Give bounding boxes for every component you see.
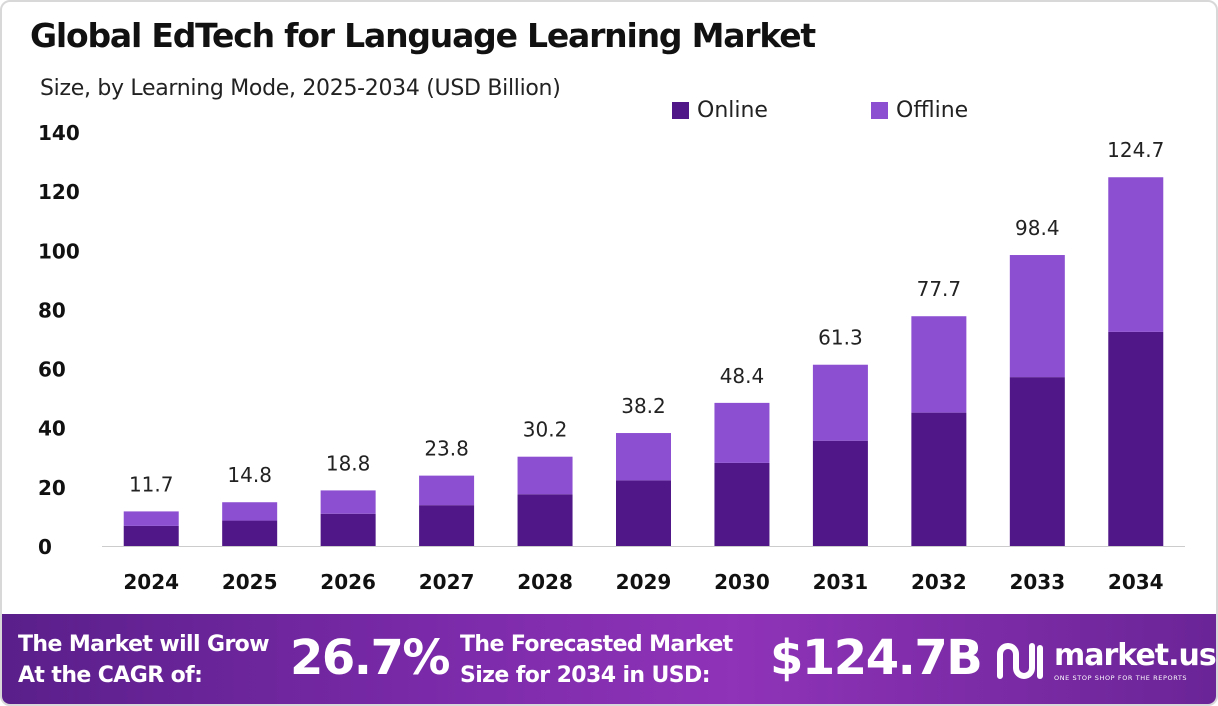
- logo-tagline: ONE STOP SHOP FOR THE REPORTS: [1054, 674, 1188, 682]
- x-tick-label: 2032: [911, 570, 967, 594]
- cagr-label-line1: The Market will Grow: [18, 632, 270, 657]
- x-tick-label: 2031: [813, 570, 869, 594]
- x-tick-label: 2026: [320, 570, 376, 594]
- bar-total-label: 14.8: [227, 463, 272, 487]
- bar-total-label: 124.7: [1107, 138, 1164, 162]
- logo-name: market.us: [1054, 638, 1216, 673]
- y-tick-label: 100: [38, 239, 80, 263]
- cagr-value: 26.7%: [290, 630, 451, 686]
- bar-segment-offline-2027: [419, 475, 475, 506]
- bar-segment-offline-2032: [911, 316, 967, 413]
- legend-item-online: Online: [672, 98, 768, 123]
- x-tick-label: 2030: [714, 570, 770, 594]
- bar-segment-offline-2024: [123, 511, 179, 526]
- legend-item-offline: Offline: [871, 98, 968, 123]
- x-tick-label: 2024: [123, 570, 179, 594]
- bar-total-label: 38.2: [621, 394, 666, 418]
- cagr-label: The Market will Grow At the CAGR of:: [18, 629, 270, 691]
- chart-subtitle: Size, by Learning Mode, 2025-2034 (USD B…: [40, 76, 561, 101]
- bar-total-label: 77.7: [917, 277, 962, 301]
- y-tick-label: 0: [38, 535, 52, 559]
- x-tick-label: 2025: [222, 570, 278, 594]
- bar-segment-offline-2034: [1108, 177, 1164, 332]
- bar-total-label: 11.7: [129, 472, 174, 496]
- summary-banner: The Market will Grow At the CAGR of: 26.…: [2, 614, 1216, 704]
- legend-label-offline: Offline: [896, 98, 969, 123]
- bar-segment-offline-2025: [222, 502, 278, 521]
- bar-segment-online-2026: [320, 513, 376, 546]
- y-tick-label: 60: [38, 358, 66, 382]
- bar-total-label: 98.4: [1015, 216, 1060, 240]
- x-tick-label: 2034: [1108, 570, 1164, 594]
- forecast-value: $124.7B: [770, 630, 983, 686]
- market-us-logo: market.us ONE STOP SHOP FOR THE REPORTS: [994, 638, 1216, 684]
- forecast-label: The Forecasted Market Size for 2034 in U…: [460, 629, 733, 691]
- bar-total-label: 30.2: [523, 418, 568, 442]
- bar-segment-offline-2026: [320, 490, 376, 514]
- bar-segment-online-2027: [419, 505, 475, 546]
- x-tick-label: 2033: [1009, 570, 1065, 594]
- y-tick-label: 80: [38, 298, 66, 322]
- x-tick-label: 2027: [419, 570, 475, 594]
- bar-segment-online-2025: [222, 520, 278, 546]
- bar-segment-online-2033: [1009, 377, 1065, 546]
- bar-segment-online-2031: [812, 440, 868, 546]
- bar-total-label: 23.8: [424, 437, 469, 461]
- legend: Online Offline: [2, 98, 1216, 128]
- legend-label-online: Online: [697, 98, 768, 123]
- forecast-label-line1: The Forecasted Market: [460, 632, 733, 657]
- y-tick-label: 120: [38, 180, 80, 204]
- y-tick-label: 40: [38, 417, 66, 441]
- legend-swatch-offline: [871, 102, 888, 119]
- bar-segment-offline-2029: [616, 433, 671, 481]
- bar-segment-offline-2028: [517, 456, 573, 495]
- forecast-label-line2: Size for 2034 in USD:: [460, 663, 710, 688]
- bar-segment-online-2030: [714, 462, 770, 546]
- bar-segment-offline-2031: [812, 364, 868, 441]
- bar-segment-online-2032: [911, 412, 967, 546]
- bar-segment-online-2034: [1108, 331, 1164, 546]
- bar-total-label: 48.4: [720, 364, 765, 388]
- market-us-logo-icon: [997, 643, 1043, 679]
- cagr-label-line2: At the CAGR of:: [18, 663, 203, 688]
- x-tick-label: 2029: [616, 570, 672, 594]
- x-tick-label: 2028: [517, 570, 573, 594]
- y-tick-label: 20: [38, 476, 66, 500]
- chart-title: Global EdTech for Language Learning Mark…: [30, 16, 816, 55]
- bar-total-label: 61.3: [818, 326, 863, 350]
- bar-segment-offline-2030: [714, 402, 770, 463]
- bar-total-label: 18.8: [326, 451, 371, 475]
- y-tick-label: 140: [38, 121, 80, 145]
- bar-chart: 0 20 40 60 80 100 120 140 11.7 2024 14.8 2025 18.8 20…: [38, 121, 1185, 594]
- bar-segment-online-2029: [616, 480, 671, 546]
- bar-segment-online-2028: [517, 494, 573, 546]
- legend-swatch-online: [672, 102, 689, 119]
- bar-segment-offline-2033: [1009, 255, 1065, 378]
- bar-segment-online-2024: [123, 525, 179, 546]
